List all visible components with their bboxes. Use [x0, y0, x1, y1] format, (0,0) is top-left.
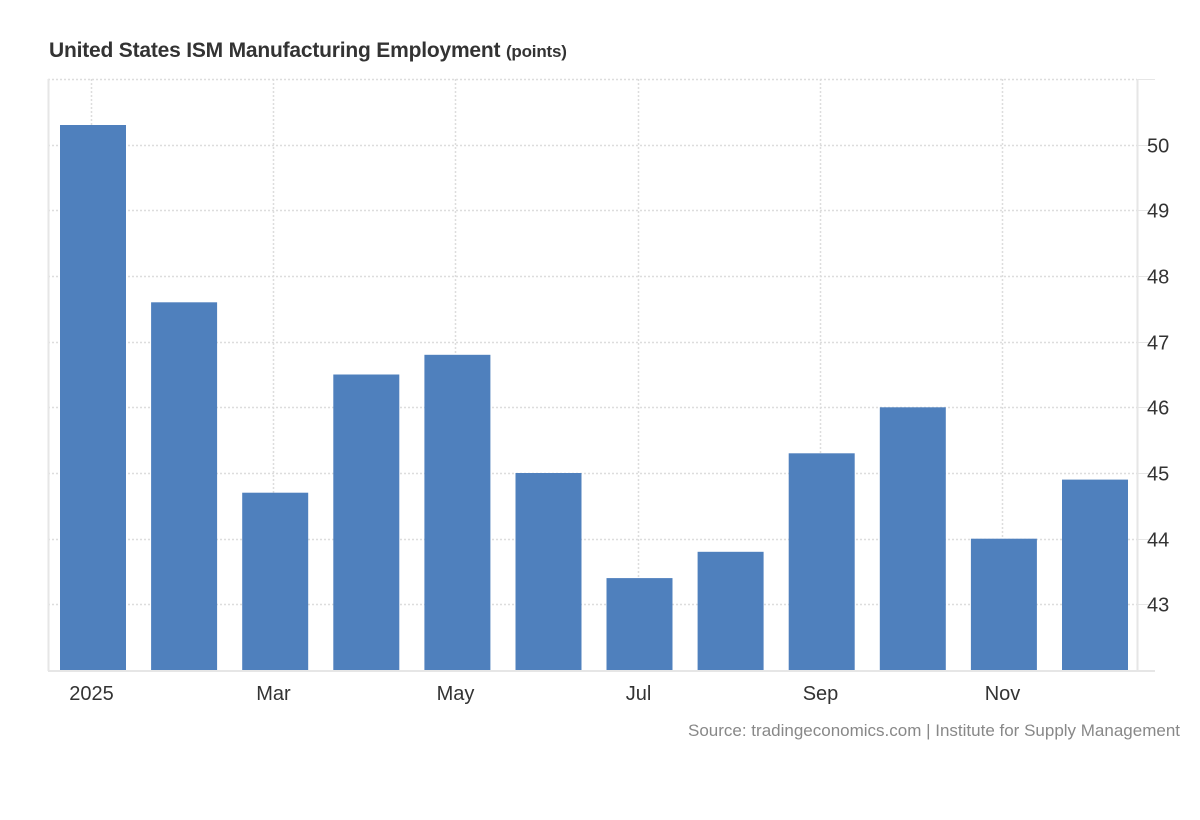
y-tick-label: 47	[1147, 333, 1169, 355]
x-tick-label: Sep	[803, 683, 839, 705]
y-tick-label: 46	[1147, 398, 1169, 420]
chart-unit: (points)	[505, 42, 567, 61]
y-tick-label: 48	[1147, 267, 1169, 289]
bar-mar-2025	[242, 492, 309, 670]
x-tick-label: 2025	[69, 683, 114, 705]
source-attribution: Source: tradingeconomics.com | Institute…	[688, 721, 1180, 740]
x-tick-label: Nov	[985, 683, 1021, 705]
y-tick-label: 50	[1147, 136, 1169, 158]
bar-dec-2025	[1062, 479, 1128, 670]
chart-title: United States ISM Manufacturing Employme…	[49, 39, 567, 63]
x-tick-label: May	[437, 683, 475, 705]
bar-jun-2025	[515, 473, 582, 670]
y-tick-label: 43	[1147, 595, 1169, 617]
bar-feb-2025	[151, 302, 218, 670]
bar-nov-2025	[970, 538, 1037, 670]
x-tick-label: Jul	[626, 683, 652, 705]
bar-oct-2025	[879, 407, 946, 670]
bars	[60, 125, 1128, 670]
axes	[47, 79, 1155, 672]
tick-labels: 43 44 45 46 47 48 49 50 2025 Mar May Jul Sep Nov	[69, 136, 1169, 706]
bar-jan-2025	[60, 125, 126, 670]
bar-apr-2025	[333, 374, 400, 670]
bar-jul-2025	[606, 578, 673, 670]
bar-aug-2025	[697, 551, 764, 670]
y-tick-label: 45	[1147, 464, 1169, 486]
bar-may-2025	[424, 354, 491, 670]
x-tick-label: Mar	[256, 683, 291, 705]
chart-title-text: United States ISM Manufacturing Employme…	[49, 39, 501, 62]
bar-sep-2025	[788, 453, 855, 670]
y-tick-label: 44	[1147, 530, 1169, 552]
y-tick-label: 49	[1147, 201, 1169, 223]
